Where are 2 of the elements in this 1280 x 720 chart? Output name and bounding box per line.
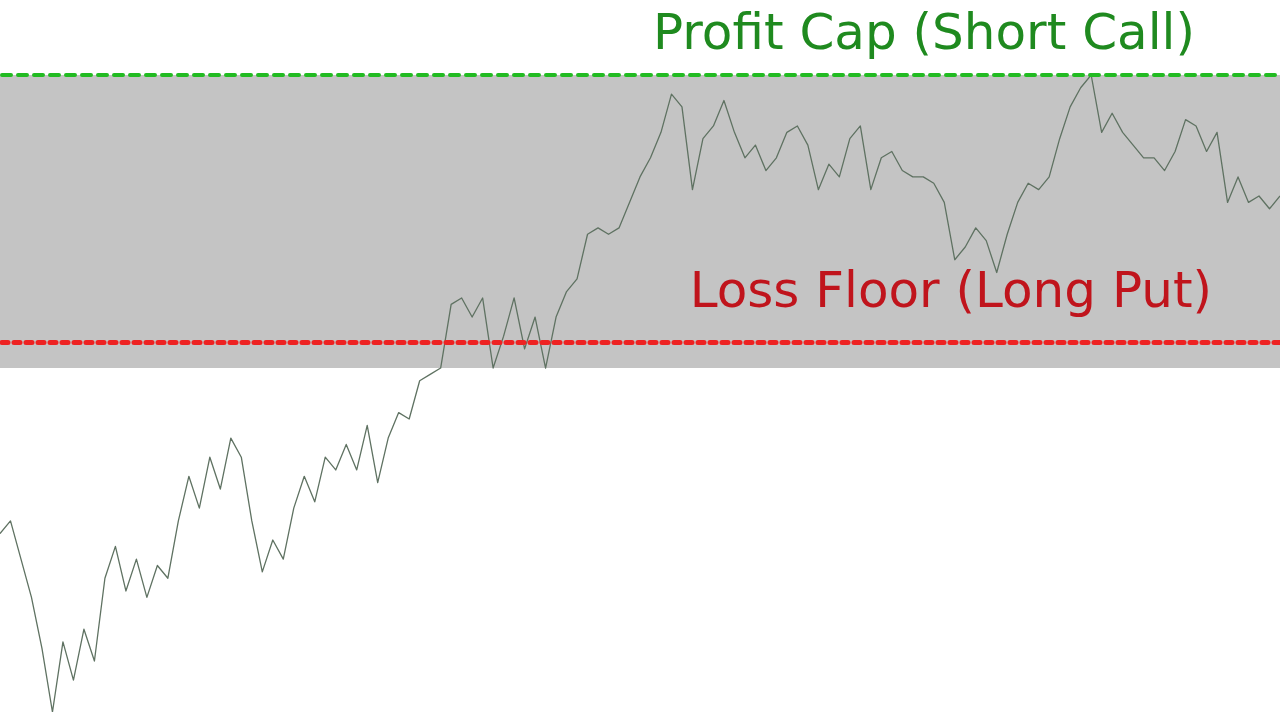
ref-line-label: Profit Cap (Short Call) (653, 2, 1195, 61)
ref-line-label: Loss Floor (Long Put) (689, 260, 1212, 319)
